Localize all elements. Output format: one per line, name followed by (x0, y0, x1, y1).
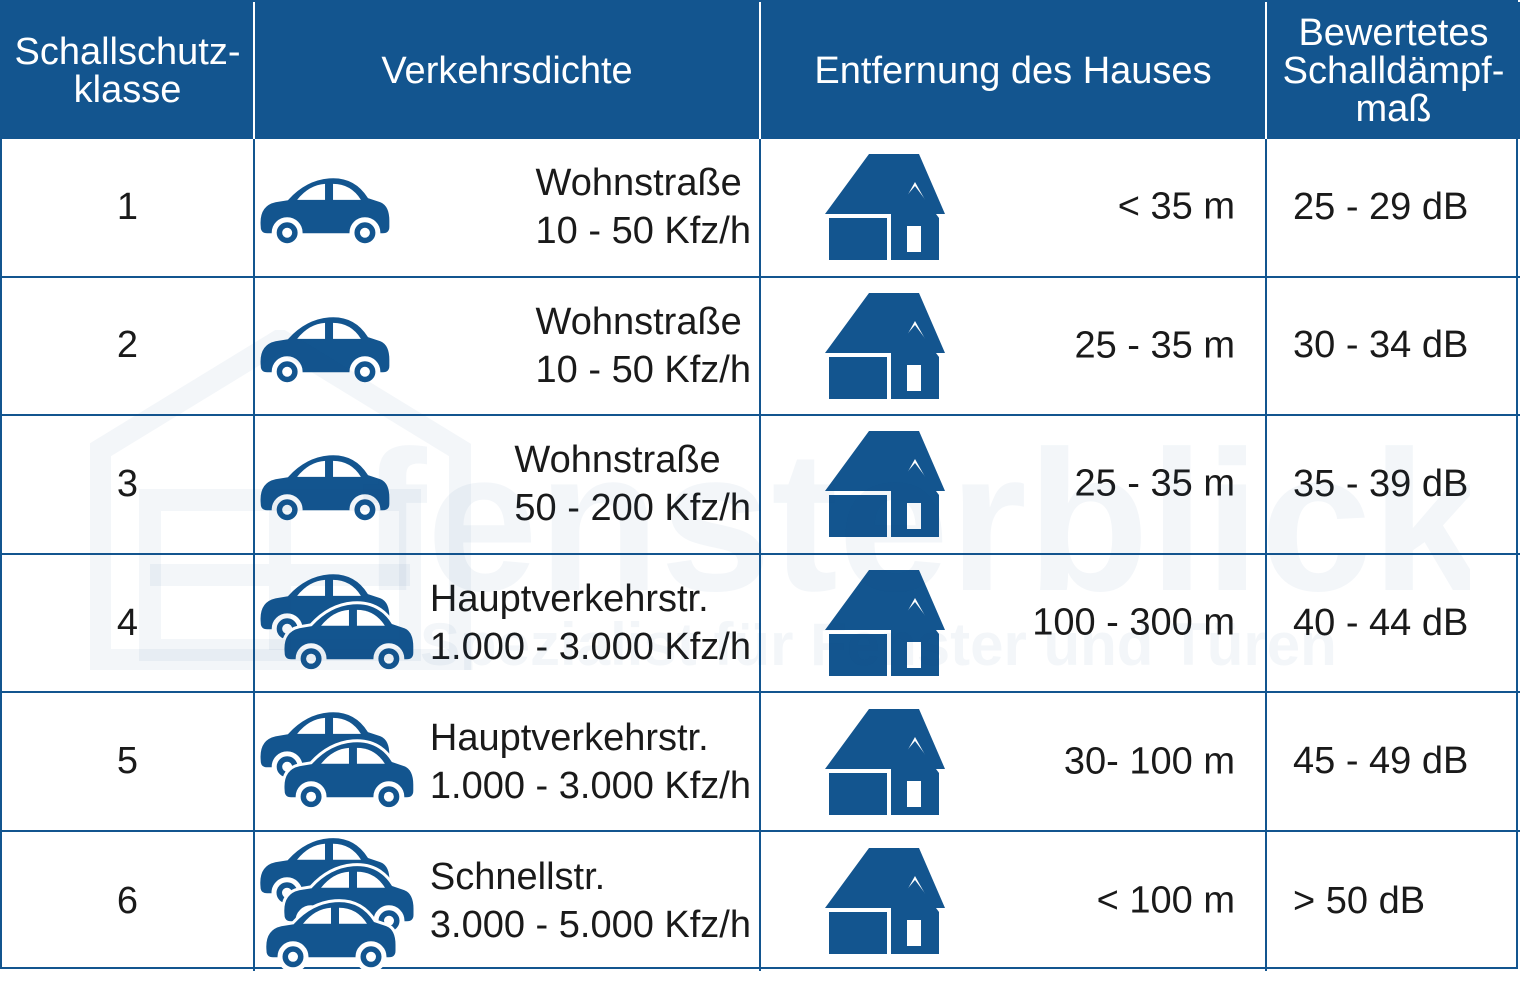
distance-value: 25 - 35 m (1074, 324, 1235, 367)
traffic-cell: Wohnstraße 10 - 50 Kfz/h (255, 139, 761, 278)
traffic-cell: Wohnstraße 10 - 50 Kfz/h (255, 277, 761, 417)
distance-cell: 100 - 300 m (761, 554, 1267, 694)
class-cell: 3 (2, 416, 255, 555)
road-type: Schnellstr. (429, 856, 606, 899)
class-number: 4 (116, 601, 139, 644)
damping-cell: 45 - 49 dB (1267, 693, 1520, 832)
traffic-text: Schnellstr. 3.000 - 5.000 Kfz/h (430, 853, 751, 949)
distance-value: 100 - 300 m (1032, 601, 1235, 644)
header-schalldaempfmass: Bewertetes Schalldämpf- maß (1267, 2, 1520, 139)
traffic-text: Wohnstraße 50 - 200 Kfz/h (514, 436, 751, 532)
header-schallschutzklasse: Schallschutz- klasse (2, 2, 255, 139)
class-number: 5 (116, 740, 139, 783)
cars-illustration (257, 175, 393, 249)
traffic-volume: 10 - 50 Kfz/h (535, 210, 751, 253)
road-type: Hauptverkehrstr. (429, 716, 709, 759)
road-type: Wohnstraße (535, 300, 742, 343)
house-icon (825, 154, 945, 261)
road-type: Wohnstraße (535, 162, 742, 205)
traffic-volume: 50 - 200 Kfz/h (514, 487, 751, 530)
traffic-volume: 1.000 - 3.000 Kfz/h (429, 626, 751, 669)
damping-cell: 35 - 39 dB (1267, 416, 1520, 555)
distance-value: 30- 100 m (1063, 740, 1235, 783)
damping-cell: 30 - 34 dB (1267, 278, 1520, 417)
class-cell: 1 (2, 139, 255, 278)
distance-value: 25 - 35 m (1074, 462, 1235, 505)
distance-cell: < 100 m (761, 831, 1267, 971)
house-icon (825, 848, 945, 955)
distance-value: < 35 m (1117, 185, 1235, 228)
class-cell: 6 (2, 831, 255, 971)
cars-illustration (257, 709, 417, 813)
distance-value: < 100 m (1096, 879, 1235, 922)
class-number: 3 (116, 462, 139, 505)
cars-illustration (257, 571, 417, 674)
car-icon (281, 739, 417, 813)
distance-cell: 30- 100 m (761, 693, 1267, 832)
distance-cell: 25 - 35 m (761, 416, 1267, 555)
traffic-cell: Wohnstraße 50 - 200 Kfz/h (255, 416, 761, 555)
traffic-volume: 3.000 - 5.000 Kfz/h (429, 904, 751, 947)
damping-cell: 40 - 44 dB (1267, 555, 1520, 694)
car-icon (281, 601, 417, 674)
header-entfernung: Entfernung des Hauses (761, 2, 1267, 139)
road-type: Hauptverkehrstr. (429, 578, 709, 621)
cars-illustration (257, 835, 417, 971)
distance-cell: < 35 m (761, 139, 1267, 278)
traffic-text: Hauptverkehrstr. 1.000 - 3.000 Kfz/h (430, 714, 751, 810)
traffic-cell: Hauptverkehrstr. 1.000 - 3.000 Kfz/h (255, 693, 761, 832)
traffic-text: Wohnstraße 10 - 50 Kfz/h (536, 298, 751, 394)
traffic-cell: Schnellstr. 3.000 - 5.000 Kfz/h (255, 831, 761, 971)
car-icon (257, 313, 393, 387)
header-verkehrsdichte: Verkehrsdichte (255, 2, 761, 139)
road-type: Wohnstraße (514, 439, 721, 482)
class-number: 2 (116, 324, 139, 367)
damping-value: 30 - 34 dB (1293, 324, 1469, 367)
cars-illustration (257, 452, 393, 526)
sound-protection-table: Schallschutz- klasse Verkehrsdichte Entf… (0, 0, 1520, 971)
cars-illustration (257, 313, 393, 387)
damping-cell: 25 - 29 dB (1267, 139, 1520, 278)
class-number: 6 (116, 879, 139, 922)
traffic-text: Wohnstraße 10 - 50 Kfz/h (536, 159, 751, 255)
traffic-text: Hauptverkehrstr. 1.000 - 3.000 Kfz/h (430, 575, 751, 671)
car-icon (257, 452, 393, 526)
damping-value: 40 - 44 dB (1293, 601, 1469, 644)
distance-cell: 25 - 35 m (761, 277, 1267, 417)
damping-cell: > 50 dB (1267, 832, 1520, 971)
class-cell: 2 (2, 277, 255, 417)
damping-value: 35 - 39 dB (1293, 462, 1469, 505)
house-icon (825, 431, 945, 538)
traffic-volume: 1.000 - 3.000 Kfz/h (429, 764, 751, 807)
house-icon (825, 708, 945, 815)
traffic-volume: 10 - 50 Kfz/h (535, 348, 751, 391)
car-icon (263, 899, 399, 971)
class-cell: 5 (2, 693, 255, 832)
traffic-cell: Hauptverkehrstr. 1.000 - 3.000 Kfz/h (255, 554, 761, 694)
class-number: 1 (116, 185, 139, 228)
damping-value: 45 - 49 dB (1293, 740, 1469, 783)
class-cell: 4 (2, 554, 255, 694)
house-icon (825, 292, 945, 399)
car-icon (257, 175, 393, 249)
house-icon (825, 570, 945, 677)
damping-value: 25 - 29 dB (1293, 185, 1469, 228)
damping-value: > 50 dB (1293, 879, 1426, 922)
